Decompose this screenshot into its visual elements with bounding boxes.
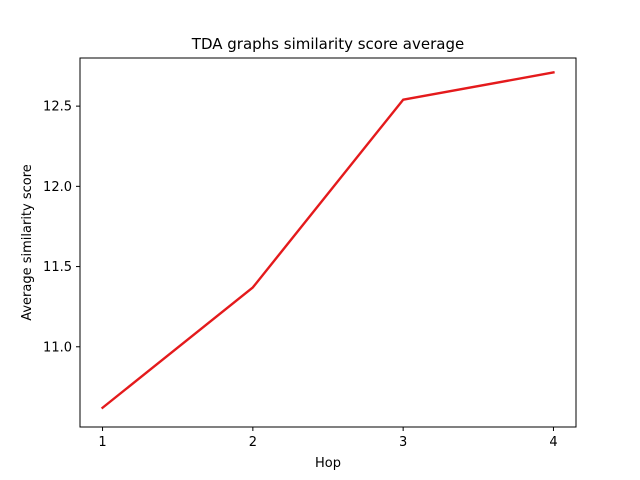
- plot-area: [100, 71, 555, 410]
- x-tick-label: 2: [249, 435, 257, 450]
- series-line-0: [100, 71, 555, 410]
- y-axis-ticks: 11.0 11.5 12.0 12.5: [43, 100, 80, 355]
- y-tick-label: 11.0: [43, 340, 72, 355]
- plot-frame: [79, 57, 577, 428]
- x-tick-label: 3: [399, 435, 407, 450]
- x-axis-label: Hop: [315, 456, 341, 471]
- y-axis-label: Average similarity score: [20, 164, 35, 321]
- x-tick-label: 4: [549, 435, 557, 450]
- y-tick-label: 12.5: [43, 100, 72, 115]
- y-tick-label: 11.5: [43, 260, 72, 275]
- y-tick-label: 12.0: [43, 180, 72, 195]
- x-tick-label: 1: [98, 435, 106, 450]
- x-axis-ticks: 1 2 3 4: [98, 427, 558, 450]
- chart-title: TDA graphs similarity score average: [191, 35, 464, 53]
